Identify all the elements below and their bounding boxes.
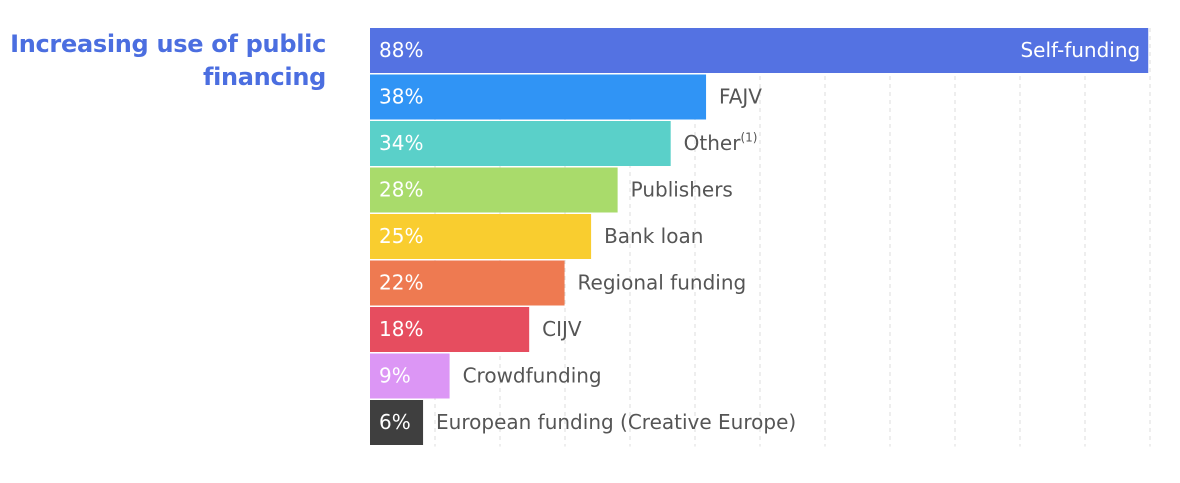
category-label: Crowdfunding bbox=[463, 364, 602, 388]
bar bbox=[370, 121, 671, 166]
category-label: Bank loan bbox=[604, 224, 703, 248]
chart-title: Increasing use of public financing bbox=[10, 30, 326, 91]
value-label: 18% bbox=[379, 317, 423, 341]
category-label: Other(1) bbox=[684, 130, 758, 155]
value-label: 88% bbox=[379, 38, 423, 62]
value-label: 9% bbox=[379, 364, 411, 388]
category-label: Self-funding bbox=[1020, 38, 1140, 62]
bar bbox=[370, 167, 618, 213]
bar bbox=[370, 74, 707, 120]
value-label: 6% bbox=[379, 410, 411, 434]
category-label: European funding (Creative Europe) bbox=[436, 410, 796, 434]
bar bbox=[370, 28, 1149, 73]
category-label: CIJV bbox=[542, 317, 582, 341]
value-label: 34% bbox=[379, 131, 423, 155]
category-label: FAJV bbox=[719, 85, 762, 109]
value-label: 22% bbox=[379, 271, 423, 295]
bar bbox=[370, 353, 450, 399]
bar bbox=[370, 214, 592, 259]
category-label: Publishers bbox=[631, 178, 733, 202]
bar bbox=[370, 260, 565, 306]
value-label: 38% bbox=[379, 85, 423, 109]
footnote-mark: (1) bbox=[740, 130, 757, 144]
bar bbox=[370, 307, 530, 352]
value-label: 28% bbox=[379, 178, 423, 202]
value-label: 25% bbox=[379, 224, 423, 248]
bar bbox=[370, 400, 424, 445]
category-label: Regional funding bbox=[578, 271, 747, 295]
